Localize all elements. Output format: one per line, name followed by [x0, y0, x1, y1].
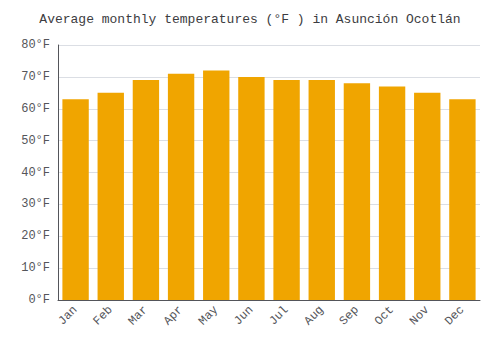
svg-text:Jul: Jul [266, 303, 291, 328]
svg-text:10°F: 10°F [21, 261, 50, 275]
svg-text:0°F: 0°F [28, 293, 50, 307]
svg-text:Mar: Mar [126, 303, 151, 328]
svg-text:40°F: 40°F [21, 166, 50, 180]
svg-text:60°F: 60°F [21, 102, 50, 116]
svg-text:20°F: 20°F [21, 229, 50, 243]
svg-text:80°F: 80°F [21, 38, 50, 52]
svg-text:Apr: Apr [161, 303, 186, 328]
svg-text:Feb: Feb [91, 303, 116, 328]
svg-text:Sep: Sep [337, 303, 362, 328]
svg-text:Jun: Jun [231, 303, 256, 328]
svg-text:Oct: Oct [372, 303, 397, 328]
svg-text:Average monthly temperatures (: Average monthly temperatures (°F ) in As… [39, 12, 460, 27]
svg-text:30°F: 30°F [21, 197, 50, 211]
svg-text:Dec: Dec [442, 303, 467, 328]
svg-text:Nov: Nov [407, 303, 432, 328]
svg-text:70°F: 70°F [21, 70, 50, 84]
svg-text:Jan: Jan [55, 303, 80, 328]
svg-text:May: May [196, 303, 221, 328]
svg-text:50°F: 50°F [21, 134, 50, 148]
svg-text:Aug: Aug [302, 303, 327, 328]
